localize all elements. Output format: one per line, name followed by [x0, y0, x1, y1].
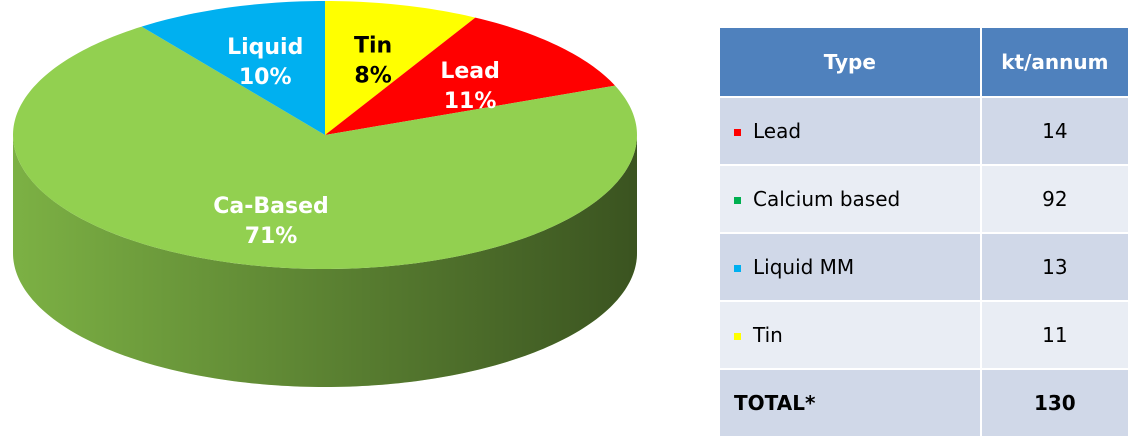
table-row: Liquid MM 13: [718, 232, 1131, 302]
type-cell: TOTAL*: [718, 368, 982, 438]
slice-label: Tin: [354, 34, 392, 59]
cell-text: Liquid MM: [753, 255, 855, 279]
cell-text: Calcium based: [753, 187, 901, 211]
pie-slice: [141, 1, 325, 135]
pie-side-shade: [13, 135, 637, 387]
bullet: [734, 129, 741, 136]
type-cell: Calcium based: [718, 164, 982, 234]
cell-text: Tin: [753, 323, 783, 347]
table-row: Tin 11: [718, 300, 1131, 370]
header-cell: kt/annum: [979, 26, 1131, 98]
type-cell: Lead: [718, 96, 982, 166]
value-cell: 13: [979, 232, 1131, 302]
table-row: TOTAL* 130: [718, 368, 1131, 438]
slice-label: Ca-Based: [213, 194, 329, 219]
value-cell: 130: [979, 368, 1131, 438]
type-cell: Liquid MM: [718, 232, 982, 302]
cell-text: 14: [1042, 119, 1068, 143]
type-cell: Tin: [718, 300, 982, 370]
pie-slice: [13, 26, 637, 269]
value-cell: 14: [979, 96, 1131, 166]
cell-text: TOTAL*: [734, 391, 816, 415]
slice-value-label: 10%: [239, 65, 292, 90]
pie-slice: [325, 1, 476, 135]
header-cell: Type: [718, 26, 982, 98]
value-cell: 11: [979, 300, 1131, 370]
cell-text: 130: [1033, 391, 1076, 415]
bullet: [734, 333, 741, 340]
value-cell: 92: [979, 164, 1131, 234]
slice-value-label: 11%: [444, 89, 497, 114]
slice-value-label: 8%: [354, 64, 391, 89]
cell-text: 92: [1042, 187, 1068, 211]
cell-text: 11: [1042, 323, 1068, 347]
pie-chart: Tin 8% Lead 11% Ca-Based 71% Liquid 10%: [13, 1, 637, 387]
table-row: Calcium based 92: [718, 164, 1131, 234]
pie-slice: [325, 17, 616, 135]
bullet: [734, 265, 741, 272]
slice-label: Liquid: [227, 35, 303, 60]
cell-text: 13: [1042, 255, 1068, 279]
header-row: Type kt/annum: [718, 26, 1131, 98]
slice-value-label: 71%: [245, 224, 298, 249]
table: Type kt/annum Lead 14 Calcium based 92 Liquid …: [718, 26, 1131, 438]
table-row: Lead 14: [718, 96, 1131, 166]
bullet: [734, 197, 741, 204]
cell-text: Lead: [753, 119, 802, 143]
slice-label: Lead: [440, 59, 500, 84]
